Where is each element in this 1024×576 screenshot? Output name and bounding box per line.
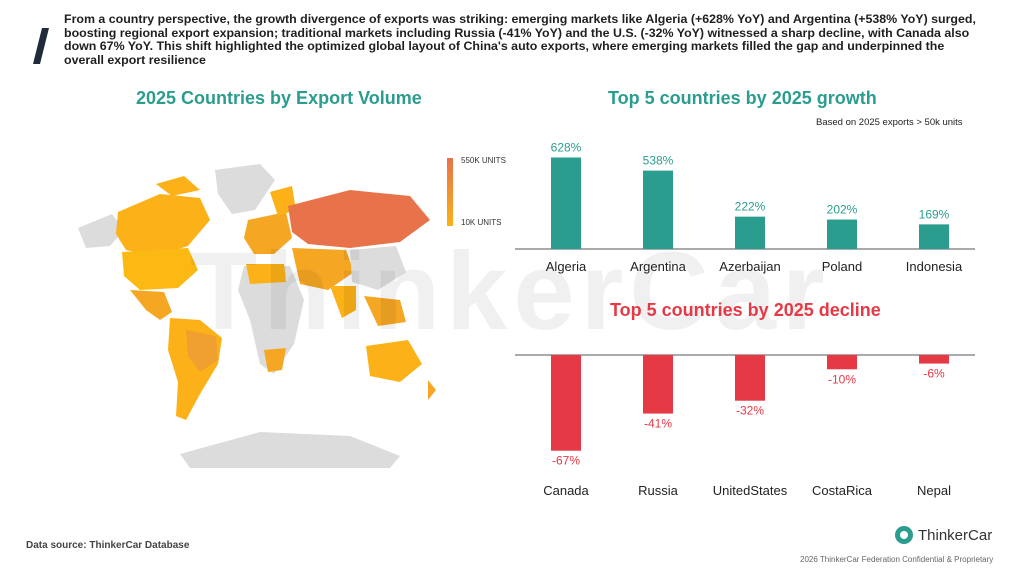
map-region-east-asia	[350, 246, 406, 290]
bar-canada	[551, 355, 581, 451]
bar-azerbaijan	[735, 216, 765, 249]
bar-argentina	[643, 170, 673, 249]
bar-value-label: 222%	[735, 200, 766, 214]
bar-value-label: 202%	[827, 203, 858, 217]
category-label: Azerbaijan	[719, 259, 780, 274]
map-region-antarctica	[180, 432, 400, 468]
map-region-central-asia	[292, 248, 354, 290]
world-map	[78, 164, 436, 468]
bar-value-label: -41%	[644, 417, 672, 431]
bar-value-label: -6%	[923, 367, 945, 381]
map-region-new-zealand	[428, 380, 436, 400]
map-region-north-africa	[246, 264, 286, 284]
map-region-arctic-islands	[156, 176, 200, 196]
growth-chart-note: Based on 2025 exports > 50k units	[816, 117, 963, 128]
map-region-alaska	[78, 214, 124, 248]
category-label: Poland	[822, 259, 862, 274]
bar-algeria	[551, 157, 581, 249]
brand-name: ThinkerCar	[918, 526, 993, 544]
map-region-africa	[238, 266, 304, 374]
bar-poland	[827, 219, 857, 249]
map-region-south-asia	[330, 286, 356, 318]
category-label: Argentina	[630, 259, 686, 274]
map-region-southeast-asia	[364, 296, 406, 326]
map-legend-gradient	[447, 158, 453, 226]
map-title: 2025 Countries by Export Volume	[136, 88, 422, 108]
title-slash-icon	[33, 28, 49, 64]
watermark: ThinkerCar	[190, 230, 831, 353]
category-label: UnitedStates	[713, 483, 788, 498]
map-region-europe	[244, 212, 292, 254]
map-region-brazil	[186, 330, 218, 372]
map-legend-max: 550K UNITS	[461, 156, 506, 165]
bar-value-label: 538%	[643, 154, 674, 168]
brand-logo-icon	[895, 526, 913, 544]
bar-value-label: -10%	[828, 372, 856, 386]
bar-unitedstates	[735, 355, 765, 401]
map-legend-min: 10K UNITS	[461, 218, 502, 227]
bar-indonesia	[919, 224, 949, 249]
category-label: Canada	[543, 483, 589, 498]
bar-value-label: -67%	[552, 454, 580, 468]
bar-costarica	[827, 355, 857, 370]
copyright: 2026 ThinkerCar Federation Confidential …	[800, 555, 994, 564]
category-label: Nepal	[917, 483, 951, 498]
map-region-canada	[116, 194, 210, 256]
decline-bar-chart: -67% Canada -41% Russia -32% UnitedStates -10%…	[515, 354, 975, 498]
map-region-greenland	[215, 164, 275, 214]
map-region-australia	[366, 340, 422, 382]
growth-bar-chart: 628% Algeria 538% Argentina 222% Azerbaijan 20…	[515, 140, 975, 274]
data-source: Data source: ThinkerCar Database	[26, 540, 190, 551]
growth-chart-title: Top 5 countries by 2025 growth	[608, 88, 877, 108]
headline-text: From a country perspective, the growth d…	[64, 12, 976, 67]
map-region-south-africa	[264, 348, 286, 372]
bar-value-label: 628%	[551, 140, 582, 154]
bar-nepal	[919, 355, 949, 364]
bar-value-label: 169%	[919, 207, 950, 221]
bar-russia	[643, 355, 673, 414]
category-label: CostaRica	[812, 483, 873, 498]
brand-logo: ThinkerCar	[895, 526, 992, 544]
category-label: Russia	[638, 483, 679, 498]
decline-chart-title: Top 5 countries by 2025 decline	[610, 300, 881, 320]
category-label: Indonesia	[906, 259, 963, 274]
bar-value-label: -32%	[736, 404, 764, 418]
map-region-mexico	[130, 290, 172, 320]
map-region-usa	[122, 248, 198, 290]
map-region-russia	[288, 190, 430, 248]
category-label: Algeria	[546, 259, 587, 274]
